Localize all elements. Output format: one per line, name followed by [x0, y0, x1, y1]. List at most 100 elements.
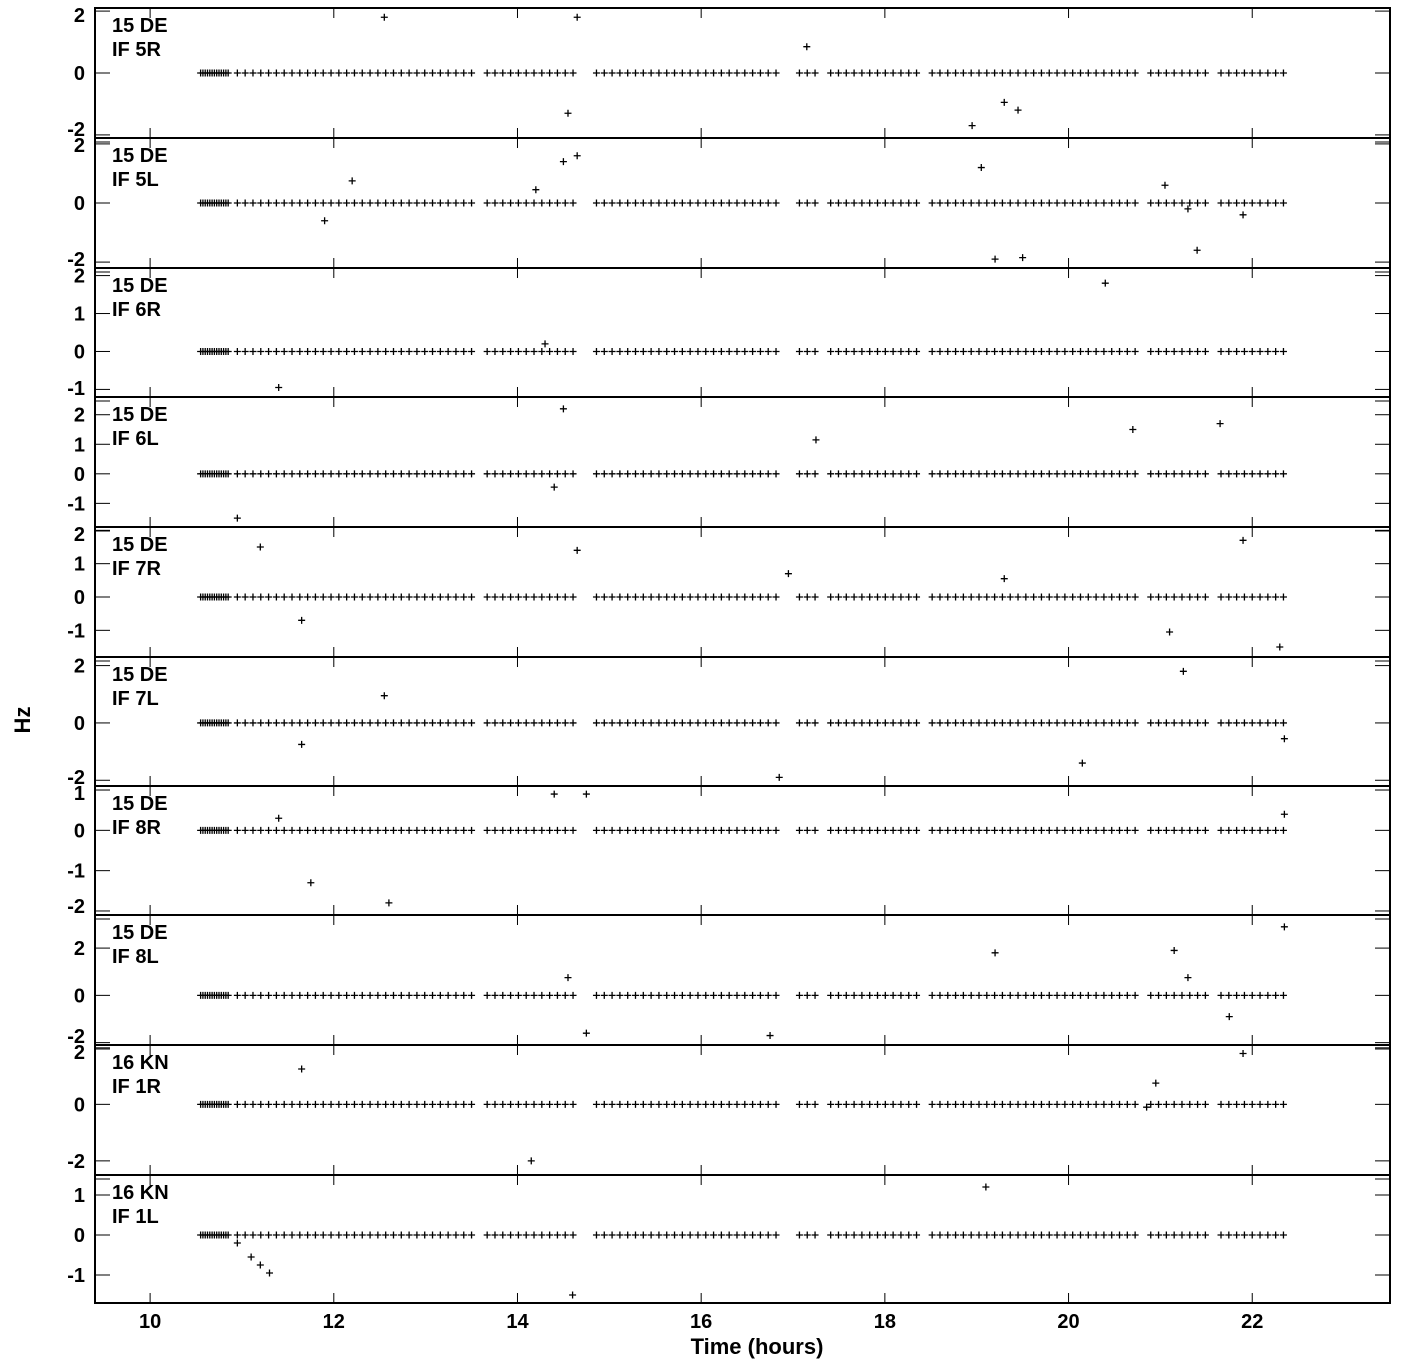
- data-point: [1045, 719, 1053, 727]
- data-point: [561, 1100, 569, 1108]
- data-point: [382, 719, 390, 727]
- data-point: [608, 826, 616, 834]
- data-point: [967, 69, 975, 77]
- data-point: [952, 593, 960, 601]
- data-point: [905, 593, 913, 601]
- data-point: [272, 1231, 280, 1239]
- data-point: [275, 384, 283, 392]
- data-point: [405, 470, 413, 478]
- data-point: [1123, 826, 1131, 834]
- data-point: [233, 514, 241, 522]
- data-point: [928, 1231, 936, 1239]
- data-point: [616, 826, 624, 834]
- data-point: [741, 1100, 749, 1108]
- data-point: [374, 991, 382, 999]
- data-point: [889, 470, 897, 478]
- data-point: [772, 199, 780, 207]
- data-point: [1201, 1100, 1209, 1108]
- data-point: [224, 826, 232, 834]
- data-point: [874, 1100, 882, 1108]
- data-point: [1155, 347, 1163, 355]
- data-point: [803, 470, 811, 478]
- data-point: [624, 199, 632, 207]
- data-point: [350, 470, 358, 478]
- data-point: [592, 826, 600, 834]
- data-point: [967, 1231, 975, 1239]
- data-point: [514, 719, 522, 727]
- data-point: [991, 826, 999, 834]
- data-point: [522, 991, 530, 999]
- data-point: [1092, 719, 1100, 727]
- data-point: [975, 347, 983, 355]
- data-point: [530, 347, 538, 355]
- data-point: [1131, 826, 1139, 834]
- data-point: [608, 347, 616, 355]
- data-point: [288, 719, 296, 727]
- data-point: [311, 719, 319, 727]
- data-point: [952, 199, 960, 207]
- y-tick-label: -1: [67, 1265, 85, 1287]
- data-point: [1061, 1100, 1069, 1108]
- data-point: [725, 69, 733, 77]
- data-point: [632, 826, 640, 834]
- data-point: [257, 826, 265, 834]
- data-point: [1264, 199, 1272, 207]
- data-point: [436, 593, 444, 601]
- data-point: [710, 69, 718, 77]
- data-point: [327, 593, 335, 601]
- data-point: [905, 69, 913, 77]
- data-point: [429, 1100, 437, 1108]
- data-point: [272, 593, 280, 601]
- data-point: [460, 199, 468, 207]
- data-point: [592, 1231, 600, 1239]
- data-point: [897, 470, 905, 478]
- data-point: [803, 593, 811, 601]
- data-point: [764, 991, 772, 999]
- data-point: [304, 199, 312, 207]
- data-point: [592, 470, 600, 478]
- data-point: [725, 347, 733, 355]
- data-point: [382, 826, 390, 834]
- data-point: [1240, 1100, 1248, 1108]
- data-point: [616, 719, 624, 727]
- data-point: [842, 593, 850, 601]
- data-point: [553, 1100, 561, 1108]
- data-point: [546, 470, 554, 478]
- data-point: [600, 69, 608, 77]
- y-tick-label: 1: [74, 434, 85, 456]
- data-point: [1178, 1231, 1186, 1239]
- data-point: [514, 593, 522, 601]
- data-point: [559, 158, 567, 166]
- data-point: [1264, 1231, 1272, 1239]
- data-point: [335, 719, 343, 727]
- data-point: [483, 470, 491, 478]
- data-point: [647, 991, 655, 999]
- data-point: [741, 826, 749, 834]
- data-point: [772, 593, 780, 601]
- data-point: [741, 69, 749, 77]
- data-point: [460, 1231, 468, 1239]
- data-point: [538, 991, 546, 999]
- data-point: [842, 347, 850, 355]
- data-point: [1100, 593, 1108, 601]
- data-point: [389, 69, 397, 77]
- data-point: [1006, 1100, 1014, 1108]
- data-point: [1030, 593, 1038, 601]
- data-point: [827, 1100, 835, 1108]
- data-point: [1108, 1100, 1116, 1108]
- data-point: [975, 69, 983, 77]
- data-point: [717, 719, 725, 727]
- data-point: [280, 593, 288, 601]
- data-point: [749, 69, 757, 77]
- data-point: [335, 199, 343, 207]
- data-point: [1272, 991, 1280, 999]
- data-point: [1233, 719, 1241, 727]
- data-point: [1279, 991, 1287, 999]
- data-point: [639, 719, 647, 727]
- data-point: [1053, 199, 1061, 207]
- data-point: [1006, 991, 1014, 999]
- data-point: [905, 470, 913, 478]
